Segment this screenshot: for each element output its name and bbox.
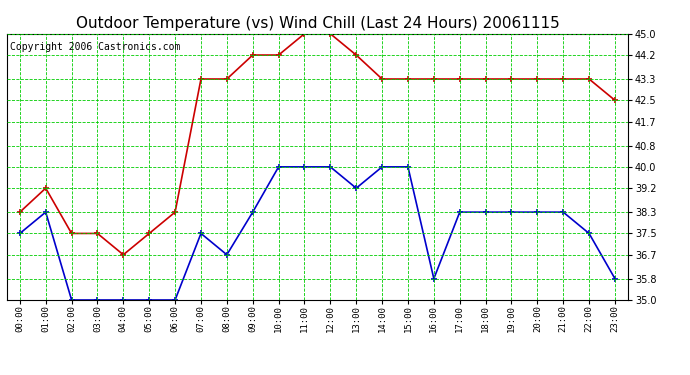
Text: Copyright 2006 Castronics.com: Copyright 2006 Castronics.com bbox=[10, 42, 180, 52]
Title: Outdoor Temperature (vs) Wind Chill (Last 24 Hours) 20061115: Outdoor Temperature (vs) Wind Chill (Las… bbox=[75, 16, 560, 31]
